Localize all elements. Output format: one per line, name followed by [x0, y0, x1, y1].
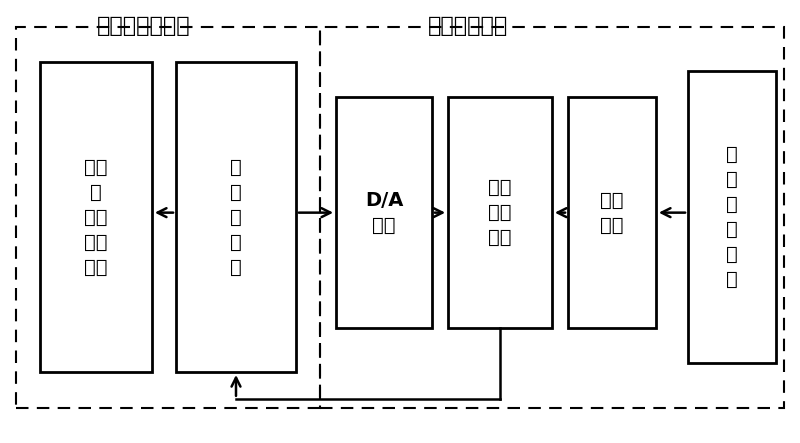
Text: 信号调理部分: 信号调理部分	[428, 16, 508, 35]
Bar	[40, 62, 152, 372]
Bar	[688, 71, 776, 363]
Text: 弱
光
检
测
电
路: 弱 光 检 测 电 路	[726, 145, 738, 289]
Text: D/A
转换: D/A 转换	[365, 190, 403, 235]
Bar	[336, 97, 432, 328]
Bar	[568, 97, 656, 328]
Bar	[448, 97, 552, 328]
Text: 单片机控制部分: 单片机控制部分	[97, 16, 191, 35]
Bar	[16, 27, 320, 408]
Text: 单
片
机
系
统: 单 片 机 系 统	[230, 158, 242, 276]
Text: 放大
电路: 放大 电路	[600, 190, 624, 235]
Bar	[176, 62, 296, 372]
Text: 电压
比较
模块: 电压 比较 模块	[488, 178, 512, 247]
Text: 告警
与
故障
指示
模块: 告警 与 故障 指示 模块	[84, 158, 108, 276]
Bar	[320, 27, 784, 408]
